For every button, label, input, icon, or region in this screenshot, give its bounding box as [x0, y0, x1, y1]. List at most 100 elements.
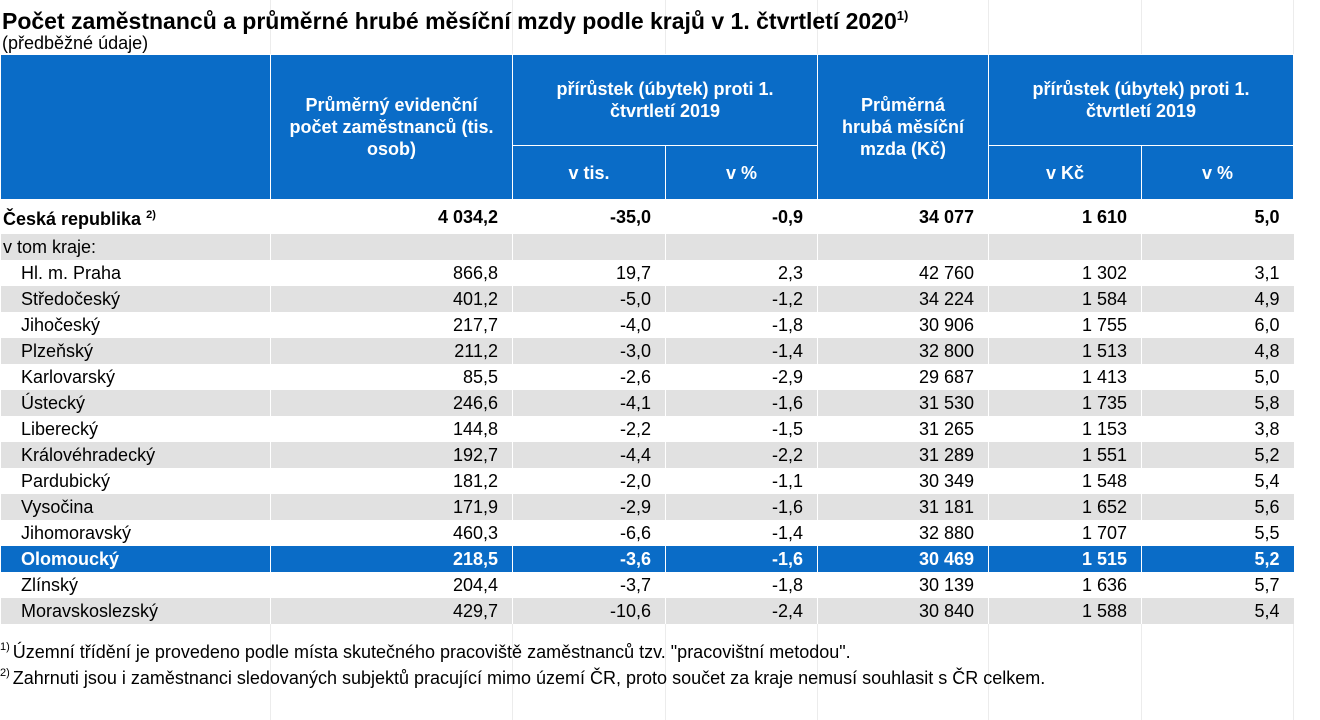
table-row[interactable]: Liberecký 144,8 -2,2 -1,5 31 265 1 153 3,8 [0, 416, 1294, 442]
table-row[interactable]: Zlínský 204,4 -3,7 -1,8 30 139 1 636 5,7 [0, 572, 1294, 598]
cell-change-thousands: -4,1 [512, 390, 666, 416]
cell-employees: 218,5 [270, 546, 513, 572]
cell-employees: 246,6 [270, 390, 513, 416]
cell-change-wage-percent: 4,9 [1141, 286, 1294, 312]
cell-wage: 30 349 [817, 468, 989, 494]
cell-change-wage-percent: 5,6 [1141, 494, 1294, 520]
cell-change-thousands: -3,0 [512, 338, 666, 364]
table-row[interactable]: Jihočeský 217,7 -4,0 -1,8 30 906 1 755 6,0 [0, 312, 1294, 338]
table-row[interactable]: Vysočina 171,9 -2,9 -1,6 31 181 1 652 5,6 [0, 494, 1294, 520]
cell-employees: 429,7 [270, 598, 513, 624]
header-change-percent: v % [664, 145, 819, 200]
region-name: Vysočina [0, 494, 271, 520]
cell-wage: 31 289 [817, 442, 989, 468]
cell-wage: 32 880 [817, 520, 989, 546]
cell-wage: 31 530 [817, 390, 989, 416]
table-row[interactable]: Moravskoslezský 429,7 -10,6 -2,4 30 840 1 588… [0, 598, 1294, 624]
region-name: Zlínský [0, 572, 271, 598]
cell-change-wage-percent: 5,7 [1141, 572, 1294, 598]
cell-employees: 4 034,2 [270, 199, 513, 234]
cell-change-percent: -1,8 [664, 312, 818, 338]
cell-change-czk: 1 548 [988, 468, 1142, 494]
cell-wage: 29 687 [817, 364, 989, 390]
region-name: Moravskoslezský [0, 598, 271, 624]
cell-change-thousands: 19,7 [512, 260, 666, 286]
cell-change-wage-percent: 5,2 [1141, 546, 1294, 572]
cell-change-wage-percent: 4,8 [1141, 338, 1294, 364]
region-name: Hl. m. Praha [0, 260, 271, 286]
cell-change-wage-percent: 3,1 [1141, 260, 1294, 286]
cell-wage: 30 840 [817, 598, 989, 624]
cell-change-czk: 1 153 [988, 416, 1142, 442]
table-subtitle: (předběžné údaje) [2, 33, 149, 53]
cell-change-percent: -0,9 [664, 199, 818, 234]
cell-change-percent: -1,8 [664, 572, 818, 598]
table-row[interactable]: Jihomoravský 460,3 -6,6 -1,4 32 880 1 707 5,5 [0, 520, 1294, 546]
table-row-total: Česká republika 2) 4 034,2 -35,0 -0,9 34… [0, 199, 1294, 234]
table-row[interactable]: Karlovarský 85,5 -2,6 -2,9 29 687 1 413 5,0 [0, 364, 1294, 390]
cell-change-percent: -1,1 [664, 468, 818, 494]
cell-wage: 34 224 [817, 286, 989, 312]
table-row[interactable]: Ústecký 246,6 -4,1 -1,6 31 530 1 735 5,8 [0, 390, 1294, 416]
cell-change-wage-percent: 5,0 [1141, 364, 1294, 390]
table-row[interactable]: Pardubický 181,2 -2,0 -1,1 30 349 1 548 5,4 [0, 468, 1294, 494]
region-name: Jihomoravský [0, 520, 271, 546]
cell-change-thousands: -5,0 [512, 286, 666, 312]
cell-change-czk: 1 636 [988, 572, 1142, 598]
header-wage: Průměrná hrubá měsíční mzda (Kč) [817, 54, 990, 200]
cell-employees: 144,8 [270, 416, 513, 442]
cell-change-percent: -2,4 [664, 598, 818, 624]
region-name: Královéhradecký [0, 442, 271, 468]
header-group-change-employees: přírůstek (úbytek) proti 1. čtvrtletí 20… [511, 54, 819, 146]
region-name: Liberecký [0, 416, 271, 442]
cell-employees: 211,2 [270, 338, 513, 364]
cell-employees: 181,2 [270, 468, 513, 494]
cell-employees: 192,7 [270, 442, 513, 468]
cell-change-percent: -1,5 [664, 416, 818, 442]
cell-employees: 401,2 [270, 286, 513, 312]
cell-change-czk: 1 584 [988, 286, 1142, 312]
region-name: Plzeňský [0, 338, 271, 364]
cell-change-wage-percent: 5,4 [1141, 468, 1294, 494]
cell-change-wage-percent: 5,4 [1141, 598, 1294, 624]
table-row[interactable]: Plzeňský 211,2 -3,0 -1,4 32 800 1 513 4,8 [0, 338, 1294, 364]
cell-change-percent: -1,2 [664, 286, 818, 312]
cell-change-czk: 1 755 [988, 312, 1142, 338]
table-row[interactable]: Hl. m. Praha 866,8 19,7 2,3 42 760 1 302 3,1 [0, 260, 1294, 286]
cell-change-percent: -1,4 [664, 338, 818, 364]
cell-change-czk: 1 513 [988, 338, 1142, 364]
region-name: Olomoucký [0, 546, 271, 572]
cell-change-czk: 1 302 [988, 260, 1142, 286]
cell-change-czk: 1 707 [988, 520, 1142, 546]
cell-change-czk: 1 413 [988, 364, 1142, 390]
footnote-1: 1) Územní třídění je provedeno podle míst… [0, 641, 851, 662]
section-label: v tom kraje: [0, 234, 271, 260]
table-row-selected[interactable]: Olomoucký 218,5 -3,6 -1,6 30 469 1 515 5,2 [0, 546, 1294, 572]
region-name: Karlovarský [0, 364, 271, 390]
cell-change-czk: 1 515 [988, 546, 1142, 572]
cell-change-thousands: -35,0 [512, 199, 666, 234]
cell-wage: 31 181 [817, 494, 989, 520]
cell-change-percent: -1,6 [664, 494, 818, 520]
cell-change-thousands: -4,4 [512, 442, 666, 468]
header-employees: Průměrný evidenční počet zaměstnanců (ti… [270, 54, 513, 200]
cell-change-thousands: -2,2 [512, 416, 666, 442]
cell-change-percent: -1,6 [664, 390, 818, 416]
table-row[interactable]: Královéhradecký 192,7 -4,4 -2,2 31 289 1 551 5… [0, 442, 1294, 468]
row-label: Česká republika 2) [0, 199, 271, 234]
cell-change-wage-percent: 5,2 [1141, 442, 1294, 468]
cell-change-wage-percent: 3,8 [1141, 416, 1294, 442]
cell-wage: 30 906 [817, 312, 989, 338]
cell-change-thousands: -3,6 [512, 546, 666, 572]
cell-change-percent: -1,6 [664, 546, 818, 572]
wage-table: Průměrný evidenční počet zaměstnanců (ti… [0, 54, 1295, 624]
cell-employees: 85,5 [270, 364, 513, 390]
cell-wage: 34 077 [817, 199, 989, 234]
cell-change-czk: 1 735 [988, 390, 1142, 416]
cell-wage: 42 760 [817, 260, 989, 286]
cell-change-thousands: -4,0 [512, 312, 666, 338]
cell-change-czk: 1 588 [988, 598, 1142, 624]
cell-change-percent: -1,4 [664, 520, 818, 546]
table-row[interactable]: Středočeský 401,2 -5,0 -1,2 34 224 1 584 4,9 [0, 286, 1294, 312]
cell-employees: 217,7 [270, 312, 513, 338]
